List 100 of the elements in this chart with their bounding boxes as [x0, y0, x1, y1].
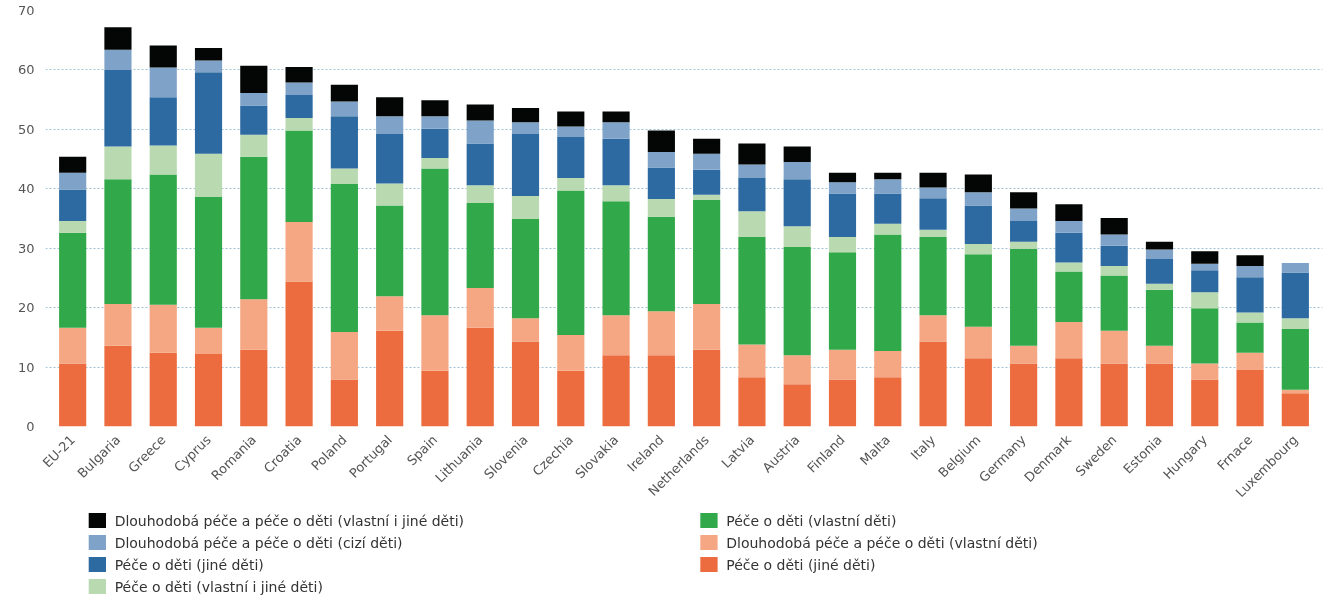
bar [828, 182, 857, 194]
bar [693, 169, 721, 195]
bar [466, 120, 494, 144]
bar [511, 122, 540, 135]
bar [1010, 248, 1038, 346]
bar [285, 281, 313, 427]
bar [783, 226, 811, 248]
bar [330, 101, 358, 117]
bar [59, 363, 87, 427]
bar [602, 185, 630, 202]
legend-label: Péče o děti (jiné děti) [114, 556, 264, 573]
y-tick-label: 30 [17, 240, 35, 256]
bar [964, 205, 992, 245]
bar [693, 138, 721, 154]
bar [1010, 241, 1038, 249]
bar [647, 167, 675, 199]
bar [919, 341, 947, 427]
bar [602, 355, 630, 427]
y-tick-label: 60 [17, 62, 35, 78]
bar [1191, 363, 1219, 380]
bar [964, 192, 992, 206]
bar [1191, 270, 1219, 293]
bar [149, 145, 177, 175]
bar [1055, 262, 1083, 272]
bar [1191, 292, 1219, 309]
bar [59, 172, 87, 190]
y-tick-label: 50 [17, 121, 35, 137]
bar [693, 304, 721, 350]
bar [194, 72, 223, 154]
bar [240, 93, 268, 106]
bar [285, 130, 313, 223]
bar [1236, 322, 1264, 353]
bar [602, 111, 630, 123]
bar [466, 288, 494, 328]
bar [919, 315, 947, 342]
bar [1145, 258, 1174, 284]
bar [466, 185, 494, 204]
bar [964, 254, 992, 327]
bar [557, 137, 585, 179]
bar [59, 156, 87, 173]
bar [647, 311, 675, 356]
bar [602, 315, 630, 356]
bar [1100, 234, 1128, 246]
bar [783, 179, 811, 227]
legend-label: Péče o děti (jiné děti) [726, 556, 876, 573]
bar [964, 174, 992, 193]
bar [1281, 329, 1309, 390]
bar [376, 116, 404, 135]
bar [1010, 220, 1038, 242]
bar [240, 349, 268, 427]
bar [738, 377, 766, 427]
bar [149, 67, 177, 98]
bar [1281, 272, 1309, 319]
bar [59, 189, 87, 221]
legend-label: Dlouhodobá péče a péče o děti (vlastní i jiné děti) [114, 512, 465, 529]
bar [1010, 208, 1038, 221]
bar [693, 200, 721, 305]
bar [647, 151, 675, 168]
bar [1236, 370, 1264, 427]
bar [1055, 204, 1083, 221]
bar [874, 179, 902, 194]
legend-label: Péče o děti (vlastní děti) [726, 512, 897, 529]
bar [738, 178, 766, 212]
bar [149, 304, 177, 353]
bar [376, 97, 404, 117]
bar [149, 97, 177, 146]
bar [511, 341, 540, 427]
bar [1191, 379, 1219, 427]
bar [1281, 263, 1309, 273]
legend-label: Péče o děti (vlastní i jiné děti) [114, 578, 323, 595]
bar [240, 134, 268, 157]
bar [511, 134, 540, 196]
bar [104, 146, 132, 180]
bar [828, 349, 857, 380]
bar [330, 332, 358, 380]
bar [874, 223, 902, 235]
bar [194, 327, 223, 354]
bar [104, 27, 132, 50]
bar [1100, 363, 1128, 427]
bar [511, 195, 540, 220]
bar [647, 355, 675, 427]
bar [1281, 318, 1309, 330]
bar [557, 334, 585, 371]
bar [919, 198, 947, 230]
bar [194, 47, 223, 61]
bar [511, 318, 540, 342]
bar [783, 162, 811, 180]
bar [874, 172, 902, 180]
bar [104, 345, 132, 427]
bar [149, 45, 177, 68]
bar [285, 94, 313, 119]
bar [964, 244, 992, 255]
bar [919, 187, 947, 199]
bar [1145, 345, 1174, 364]
bar [194, 197, 223, 328]
bar [376, 183, 404, 206]
bar [647, 130, 675, 152]
bar [738, 164, 766, 179]
bar [240, 156, 268, 300]
bar [376, 205, 404, 297]
